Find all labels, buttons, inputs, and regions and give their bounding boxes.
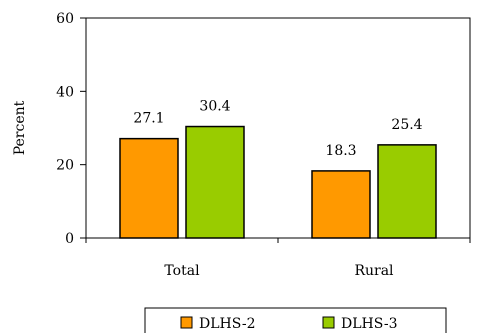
legend-label: DLHS-2	[199, 316, 255, 332]
data-label: 30.4	[199, 99, 230, 115]
x-category-label: Rural	[354, 263, 394, 279]
bar	[377, 144, 437, 239]
bar	[185, 125, 245, 239]
y-axis-title: Percent	[12, 100, 28, 155]
data-label: 27.1	[133, 111, 164, 127]
data-label: 25.4	[391, 117, 422, 133]
x-category-label: Total	[164, 263, 200, 279]
legend-label: DLHS-3	[341, 316, 397, 332]
bars: 27.1 30.4 18.3 25.4	[119, 99, 437, 239]
bar	[311, 170, 371, 239]
legend-swatch	[180, 316, 193, 329]
legend: DLHS-2 DLHS-3	[144, 307, 447, 333]
legend-swatch	[322, 316, 335, 329]
y-tick-label: 40	[56, 84, 74, 100]
legend-box	[144, 307, 447, 333]
data-label: 18.3	[325, 143, 356, 159]
y-tick-label: 0	[65, 231, 74, 247]
y-tick-label: 20	[56, 158, 74, 174]
y-tick-label: 60	[56, 11, 74, 27]
axes: 0 20 40 60 Total Rural	[56, 11, 471, 279]
bar	[119, 137, 179, 239]
